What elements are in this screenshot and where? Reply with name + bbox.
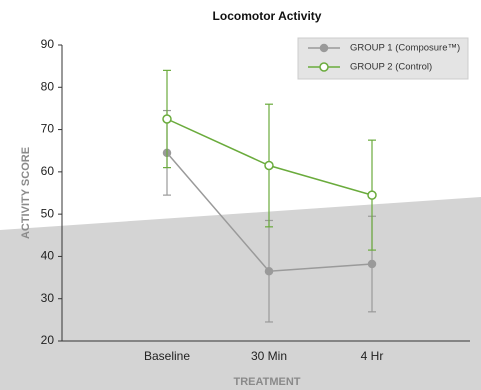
x-tick-label: 30 Min: [251, 349, 287, 363]
data-point: [162, 114, 172, 124]
legend-marker: [319, 43, 329, 53]
x-tick-label: Baseline: [144, 349, 190, 363]
legend-label: GROUP 2 (Control): [350, 62, 432, 73]
data-point: [367, 259, 377, 269]
y-tick-label: 50: [41, 206, 55, 220]
data-point: [264, 266, 274, 276]
y-axis-label: ACTIVITY SCORE: [20, 147, 32, 239]
legend-marker: [319, 62, 329, 72]
data-point: [367, 190, 377, 200]
background-shape: [0, 197, 481, 390]
x-axis-label: TREATMENT: [233, 376, 300, 388]
chart-title: Locomotor Activity: [213, 9, 322, 23]
y-tick-label: 60: [41, 164, 55, 178]
y-tick-label: 70: [41, 122, 55, 136]
y-tick-label: 40: [41, 249, 55, 263]
x-tick-label: 4 Hr: [361, 349, 384, 363]
y-tick-label: 90: [41, 37, 55, 51]
data-point: [264, 160, 274, 171]
y-tick-label: 20: [41, 333, 55, 347]
y-tick-label: 80: [41, 79, 55, 93]
legend-label: GROUP 1 (Composure™): [350, 43, 460, 54]
y-tick-label: 30: [41, 291, 55, 305]
